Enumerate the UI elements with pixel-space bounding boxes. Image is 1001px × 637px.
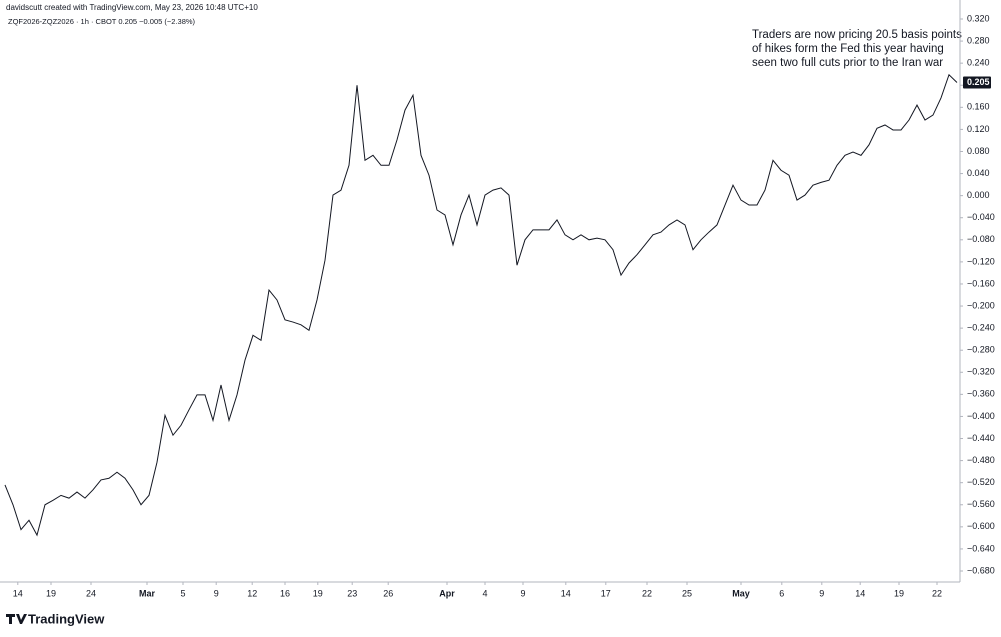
y-tick-label: −0.240	[967, 322, 995, 332]
x-tick-label: 4	[482, 588, 487, 598]
symbol-line: ZQF2026-ZQZ2026 · 1h · CBOT 0.205 −0.005…	[8, 17, 196, 26]
y-tick-label: 0.240	[967, 58, 990, 68]
y-tick-label: −0.120	[967, 256, 995, 266]
y-tick-label: 0.080	[967, 146, 990, 156]
x-tick-label: 14	[855, 588, 865, 598]
x-tick-label: 19	[894, 588, 904, 598]
last-price-box	[963, 76, 991, 89]
annotation: Traders are now pricing 20.5 basis point…	[752, 29, 962, 41]
y-tick-label: −0.600	[967, 521, 995, 531]
logo-text: TradingView	[28, 611, 105, 626]
x-tick-label: 5	[180, 588, 185, 598]
x-tick-label: 9	[520, 588, 525, 598]
x-tick-label: Apr	[439, 588, 455, 598]
x-tick-label: 17	[601, 588, 611, 598]
x-tick-label: 16	[280, 588, 290, 598]
x-tick-label: 14	[13, 588, 23, 598]
x-tick-label: 6	[779, 588, 784, 598]
x-tick-label: 26	[383, 588, 393, 598]
price-line	[4, 73, 958, 537]
logo: TradingView	[6, 611, 105, 626]
x-tick-label: 22	[932, 588, 942, 598]
x-tick-label: 9	[819, 588, 824, 598]
credit: davidscutt created with TradingView.com,…	[6, 3, 258, 12]
y-tick-label: −0.560	[967, 499, 995, 509]
y-tick-label: 0.280	[967, 35, 990, 45]
y-tick-label: 0.160	[967, 102, 990, 112]
x-tick-label: 19	[313, 588, 323, 598]
logo-icon	[6, 614, 27, 624]
x-tick-label: 24	[86, 588, 96, 598]
x-tick-label: 23	[347, 588, 357, 598]
y-tick-label: 0.120	[967, 124, 990, 134]
y-tick-label: −0.520	[967, 477, 995, 487]
x-tick-label: 22	[642, 588, 652, 598]
y-tick-label: 0.320	[967, 13, 990, 23]
y-tick-label: −0.680	[967, 565, 995, 575]
y-tick-label: −0.400	[967, 411, 995, 421]
y-tick-label: −0.320	[967, 367, 995, 377]
y-tick-label: −0.280	[967, 345, 995, 355]
x-tick-label: 9	[214, 588, 219, 598]
y-tick-label: −0.200	[967, 300, 995, 310]
annotation: of hikes form the Fed this year having	[752, 43, 944, 55]
x-tick-label: 25	[682, 588, 692, 598]
y-tick-label: −0.040	[967, 212, 995, 222]
y-tick-label: −0.480	[967, 455, 995, 465]
y-tick-label: −0.080	[967, 234, 995, 244]
y-tick-label: 0.000	[967, 190, 990, 200]
x-tick-label: May	[732, 588, 750, 598]
x-tick-label: Mar	[139, 588, 156, 598]
y-tick-label: −0.160	[967, 278, 995, 288]
last-price-label: 0.205	[967, 77, 990, 87]
y-tick-label: −0.640	[967, 543, 995, 553]
x-tick-label: 19	[46, 588, 56, 598]
y-tick-label: 0.040	[967, 168, 990, 178]
y-tick-label: −0.360	[967, 389, 995, 399]
x-tick-label: 12	[247, 588, 257, 598]
y-tick-label: −0.440	[967, 433, 995, 443]
annotation: seen two full cuts prior to the Iran war	[752, 57, 943, 69]
x-tick-label: 14	[561, 588, 571, 598]
